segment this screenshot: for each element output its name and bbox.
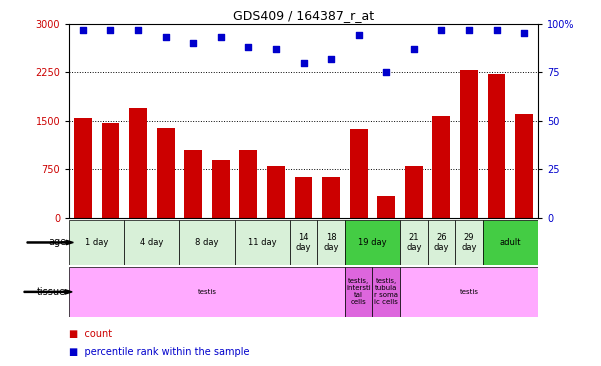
Bar	[157, 128, 174, 218]
Point	[354, 33, 364, 38]
Point	[78, 27, 88, 33]
Text: 8 day: 8 day	[195, 238, 219, 247]
Bar	[102, 123, 120, 218]
Bar	[432, 116, 450, 218]
Bar	[427, 220, 455, 265]
Bar	[129, 108, 147, 218]
Point	[106, 27, 115, 33]
Point	[382, 69, 391, 75]
Bar	[373, 267, 400, 317]
Point	[464, 27, 474, 33]
Text: 4 day: 4 day	[140, 238, 163, 247]
Text: 21
day: 21 day	[406, 233, 421, 252]
Bar	[69, 267, 345, 317]
Bar	[405, 166, 423, 218]
Text: 11 day: 11 day	[248, 238, 276, 247]
Bar	[455, 220, 483, 265]
Bar	[239, 150, 257, 218]
Bar	[345, 220, 400, 265]
Bar	[180, 220, 234, 265]
Point	[161, 34, 171, 40]
Bar	[350, 128, 368, 218]
Text: testis,
tubula
r soma
ic cells: testis, tubula r soma ic cells	[374, 279, 398, 305]
Bar	[185, 150, 202, 218]
Text: 1 day: 1 day	[85, 238, 108, 247]
Text: 19 day: 19 day	[358, 238, 387, 247]
Bar	[290, 220, 317, 265]
Bar	[483, 220, 538, 265]
Bar	[69, 220, 124, 265]
Point	[216, 34, 225, 40]
Bar	[377, 197, 395, 218]
Point	[519, 30, 529, 36]
Point	[326, 56, 336, 61]
Text: 29
day: 29 day	[461, 233, 477, 252]
Bar	[234, 220, 290, 265]
Bar	[515, 114, 533, 218]
Text: 14
day: 14 day	[296, 233, 311, 252]
Bar	[400, 267, 538, 317]
Bar	[267, 166, 285, 218]
Bar	[322, 177, 340, 218]
Point	[188, 40, 198, 46]
Text: testis: testis	[459, 289, 478, 295]
Bar	[212, 160, 230, 218]
Bar	[317, 220, 345, 265]
Point	[492, 27, 501, 33]
Text: GDS409 / 164387_r_at: GDS409 / 164387_r_at	[233, 9, 374, 22]
Text: 18
day: 18 day	[323, 233, 339, 252]
Text: tissue: tissue	[37, 287, 66, 297]
Point	[133, 27, 143, 33]
Bar	[345, 267, 373, 317]
Bar	[74, 118, 92, 218]
Point	[271, 46, 281, 52]
Bar	[460, 70, 478, 218]
Text: testis: testis	[198, 289, 216, 295]
Text: age: age	[48, 238, 66, 247]
Text: testis,
intersti
tal
cells: testis, intersti tal cells	[346, 279, 371, 305]
Point	[299, 60, 308, 66]
Text: ■  percentile rank within the sample: ■ percentile rank within the sample	[69, 347, 249, 357]
Bar	[400, 220, 427, 265]
Bar	[124, 220, 180, 265]
Point	[243, 44, 253, 50]
Bar	[487, 74, 505, 218]
Point	[436, 27, 446, 33]
Text: 26
day: 26 day	[434, 233, 449, 252]
Text: adult: adult	[499, 238, 521, 247]
Point	[409, 46, 419, 52]
Text: ■  count: ■ count	[69, 329, 112, 339]
Bar	[294, 177, 313, 218]
